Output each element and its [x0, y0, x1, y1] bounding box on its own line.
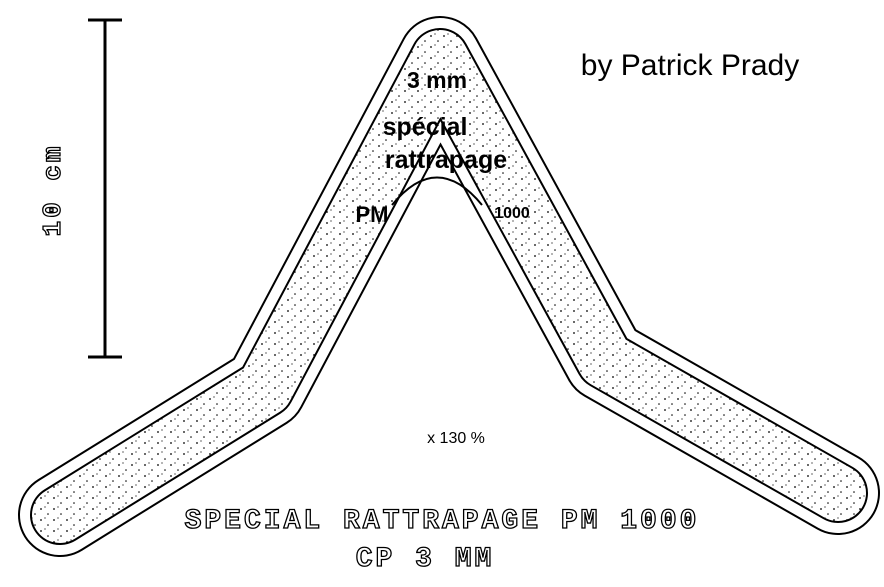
boomerang: [18, 16, 880, 557]
thickness-label: 3 mm: [407, 67, 467, 93]
author: by Patrick Prady: [581, 49, 799, 82]
scale-bar: [88, 18, 122, 359]
pm-label: PM: [356, 202, 389, 227]
number-label: 1000: [494, 205, 530, 222]
footer-line1: SPECIAL RATTRAPAGE PM 1000: [185, 506, 700, 537]
label-line2: rattrapage: [385, 146, 507, 174]
inner-edge: [391, 176, 483, 206]
zoom-label: x 130 %: [427, 430, 485, 447]
label-line1: spécial: [383, 113, 468, 141]
footer-line2: CP 3 MM: [356, 544, 495, 575]
scale-label: 10 cm: [38, 143, 68, 236]
